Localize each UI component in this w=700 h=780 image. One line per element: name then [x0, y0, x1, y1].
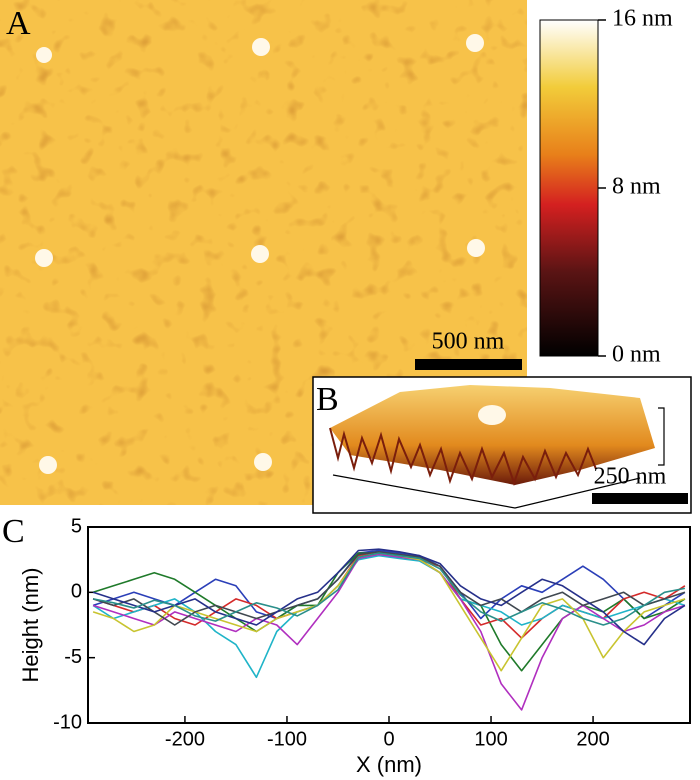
scale-bar: [592, 493, 688, 504]
x-tick-label: -100: [267, 728, 307, 750]
x-tick-label: 100: [474, 728, 507, 750]
surface-3d: [329, 385, 665, 509]
panel-label: C: [2, 513, 25, 550]
profile-line: [92, 552, 686, 626]
scale-bar-label: 500 nm: [432, 329, 505, 355]
x-axis-title: X (nm): [356, 752, 422, 777]
y-axis-title: Height (nm): [18, 568, 43, 683]
y-tick-label: 5: [71, 515, 82, 537]
x-tick-label: 0: [383, 728, 394, 750]
scale-bar: [415, 359, 522, 370]
panel-label: B: [316, 381, 339, 418]
colorbar-tick-label: 0 nm: [612, 342, 661, 368]
y-tick-label: -10: [53, 711, 82, 733]
colorbar-tick-label: 16 nm: [612, 6, 673, 32]
profile-line: [92, 554, 686, 679]
x-tick-label: 200: [576, 728, 609, 750]
scale-bar-label: 250 nm: [594, 464, 667, 490]
y-tick-label: 0: [71, 581, 82, 603]
profile-line: [92, 549, 686, 620]
panel-label: A: [6, 5, 31, 42]
profile-line: [92, 553, 686, 711]
x-tick-label: -200: [165, 728, 205, 750]
colorbar-tick-label: 8 nm: [612, 174, 661, 200]
y-tick-label: -5: [64, 646, 82, 668]
plot-frame: [87, 526, 691, 724]
afm-image: [0, 0, 527, 505]
profile-line: [92, 548, 686, 646]
lines: [92, 548, 686, 711]
colorbar: [539, 19, 599, 357]
